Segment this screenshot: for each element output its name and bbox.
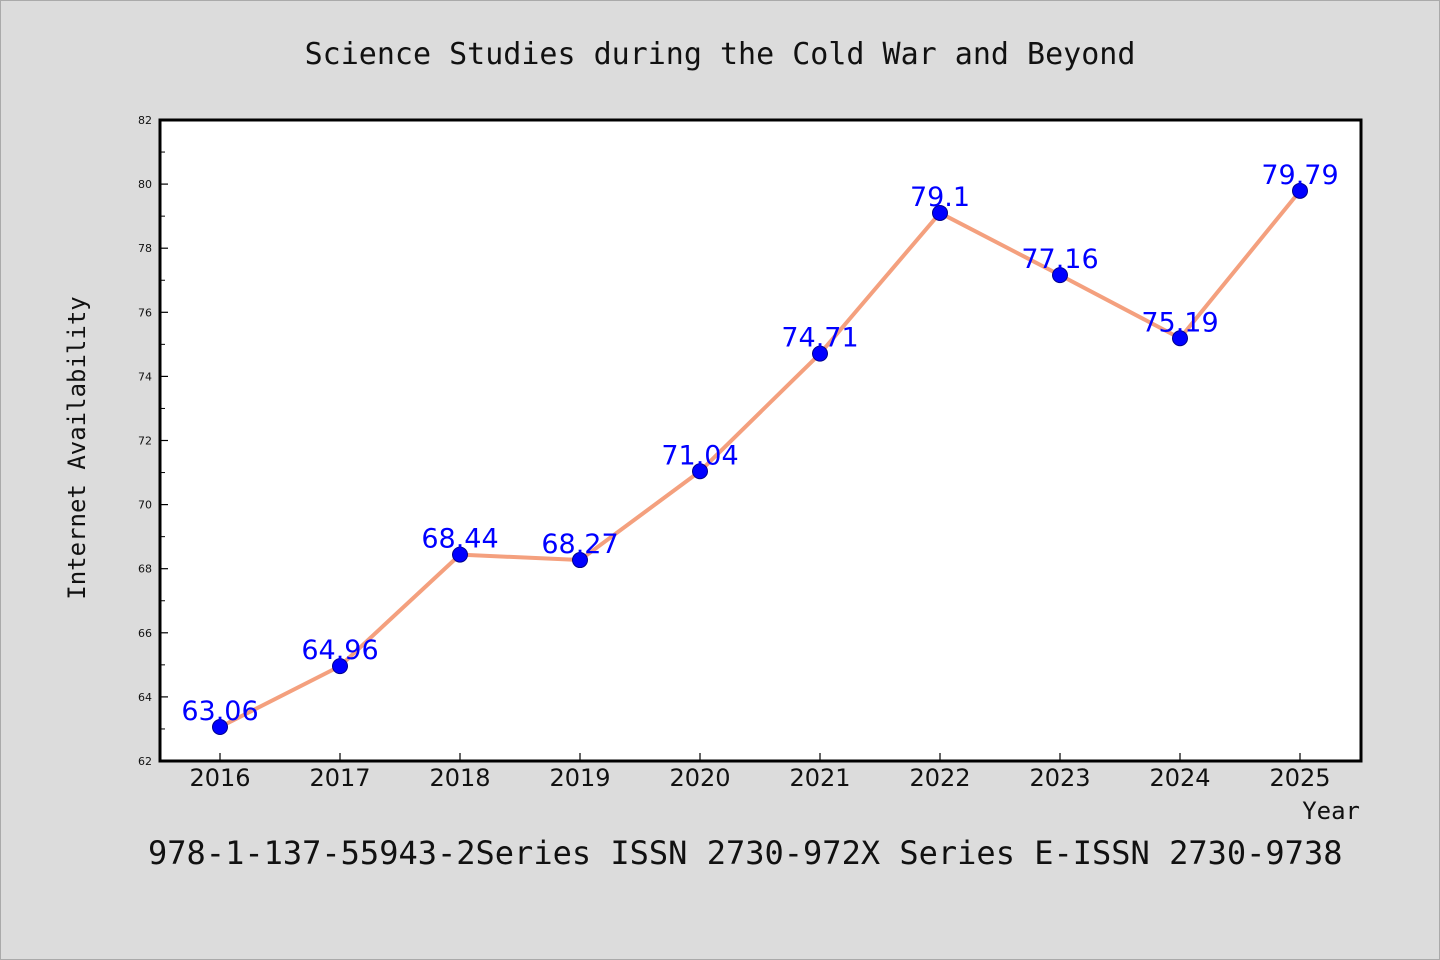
data-label: 68.44 bbox=[421, 524, 498, 555]
y-tick-label: 64 bbox=[138, 691, 152, 704]
data-label: 77.16 bbox=[1021, 244, 1098, 275]
isbn-footer: 978-1-137-55943-2Series ISSN 2730-972X S… bbox=[148, 834, 1342, 872]
data-label: 71.04 bbox=[661, 440, 738, 471]
series-line bbox=[218, 188, 1302, 730]
y-tick-label: 78 bbox=[138, 242, 152, 255]
y-tick-label: 66 bbox=[138, 627, 152, 640]
y-tick-label: 70 bbox=[138, 499, 152, 512]
x-tick-label: 2020 bbox=[669, 764, 730, 792]
data-label: 79.79 bbox=[1261, 160, 1338, 191]
data-point bbox=[212, 719, 228, 736]
data-point bbox=[1052, 267, 1068, 284]
data-point bbox=[812, 345, 828, 362]
x-tick-label: 2016 bbox=[189, 764, 250, 792]
data-label: 75.19 bbox=[1141, 307, 1218, 338]
data-label: 74.71 bbox=[781, 323, 858, 354]
data-point bbox=[452, 546, 468, 563]
data-label: 64.96 bbox=[301, 635, 378, 666]
x-axis-ticks: 2016 2017 2018 2019 2020 2021 2022 2023 2024 2025 bbox=[189, 753, 1331, 792]
y-tick-label: 62 bbox=[138, 755, 152, 768]
y-tick-label: 74 bbox=[138, 370, 152, 383]
y-axis-label: Internet Availability bbox=[63, 296, 91, 599]
x-tick-label: 2018 bbox=[429, 764, 490, 792]
data-label: 79.1 bbox=[910, 182, 970, 213]
plot-area bbox=[158, 118, 1363, 763]
y-tick-label: 68 bbox=[138, 563, 152, 576]
x-tick-label: 2025 bbox=[1269, 764, 1330, 792]
y-tick-label: 82 bbox=[138, 114, 152, 127]
y-tick-label: 80 bbox=[138, 178, 152, 191]
x-axis-label: Year bbox=[1302, 797, 1360, 825]
y-tick-label: 72 bbox=[138, 435, 152, 448]
x-tick-label: 2021 bbox=[789, 764, 850, 792]
y-axis-ticks: 62 64 66 68 70 72 74 76 78 80 82 bbox=[138, 114, 168, 768]
x-tick-label: 2024 bbox=[1149, 764, 1210, 792]
x-tick-label: 2017 bbox=[309, 764, 370, 792]
data-point bbox=[932, 204, 948, 221]
series-layer: 63.06 64.96 68.44 68.27 71.04 74.71 79.1 77.16 7… bbox=[181, 160, 1339, 736]
data-point bbox=[692, 463, 708, 480]
x-tick-label: 2023 bbox=[1029, 764, 1090, 792]
data-label: 63.06 bbox=[181, 696, 258, 727]
x-tick-label: 2022 bbox=[909, 764, 970, 792]
chart-title: Science Studies during the Cold War and … bbox=[305, 37, 1136, 72]
data-point bbox=[1172, 330, 1188, 347]
data-point bbox=[1292, 182, 1308, 199]
data-point bbox=[332, 658, 348, 675]
x-tick-label: 2019 bbox=[549, 764, 610, 792]
data-point bbox=[572, 552, 588, 569]
data-label: 68.27 bbox=[541, 529, 618, 560]
y-tick-label: 76 bbox=[138, 306, 152, 319]
